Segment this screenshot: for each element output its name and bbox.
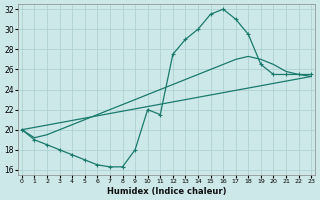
X-axis label: Humidex (Indice chaleur): Humidex (Indice chaleur) [107, 187, 226, 196]
